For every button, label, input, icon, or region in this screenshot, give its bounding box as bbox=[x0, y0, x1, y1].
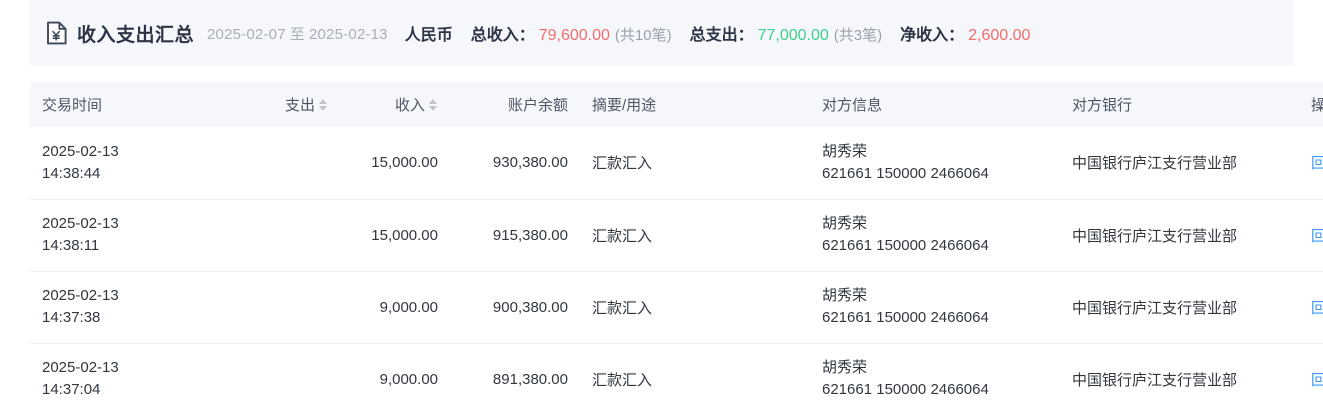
cell-time: 2025-02-13 14:38:11 bbox=[30, 199, 230, 272]
receipt-link[interactable]: 回单 bbox=[1310, 227, 1323, 245]
total-expense-count: (共3笔) bbox=[833, 27, 883, 44]
column-header-party: 对方信息 bbox=[810, 82, 1060, 127]
cell-memo: 汇款汇入 bbox=[580, 343, 810, 414]
cell-expense bbox=[230, 127, 340, 200]
table-row[interactable]: 2025-02-13 14:38:44 15,000.00 930,380.00 汇款汇… bbox=[30, 127, 1323, 200]
transaction-date: 2025-02-13 bbox=[42, 215, 119, 233]
column-header-expense-label: 支出 bbox=[284, 97, 315, 114]
table-row[interactable]: 2025-02-13 14:37:04 9,000.00 891,380.00 汇款汇入… bbox=[30, 343, 1323, 414]
column-header-memo: 摘要/用途 bbox=[580, 82, 810, 127]
cell-balance: 915,380.00 bbox=[450, 199, 580, 272]
total-expense-value: 77,000.00 bbox=[757, 27, 829, 44]
transaction-date: 2025-02-13 bbox=[42, 287, 119, 305]
cell-income: 9,000.00 bbox=[340, 271, 450, 344]
party-name: 胡秀荣 bbox=[822, 359, 868, 377]
sort-arrows-icon[interactable] bbox=[429, 98, 438, 111]
cell-bank: 中国银行庐江支行营业部 bbox=[1060, 127, 1290, 200]
document-yuan-icon bbox=[47, 21, 67, 45]
transaction-date: 2025-02-13 bbox=[42, 143, 119, 160]
net-income-label: 净收入： bbox=[900, 27, 965, 44]
column-header-balance: 账户余额 bbox=[450, 82, 580, 127]
transaction-time: 14:38:11 bbox=[42, 237, 100, 254]
cell-party: 胡秀荣 621661 150000 2466064 bbox=[810, 127, 1060, 200]
total-income-value: 79,600.00 bbox=[538, 27, 610, 44]
cell-bank: 中国银行庐江支行营业部 bbox=[1060, 343, 1290, 414]
party-account: 621661 150000 2466064 bbox=[822, 237, 989, 254]
cell-memo: 汇款汇入 bbox=[580, 271, 810, 344]
cell-balance: 930,380.00 bbox=[450, 127, 580, 200]
receipt-link[interactable]: 回单 bbox=[1310, 155, 1323, 173]
column-header-time: 交易时间 bbox=[30, 82, 230, 127]
total-expense-group: 总支出： 77,000.00 (共3笔) bbox=[690, 21, 883, 45]
cell-ops: 回单 bbox=[1290, 127, 1323, 200]
column-header-income[interactable]: 收入 bbox=[340, 82, 450, 127]
table-row[interactable]: 2025-02-13 14:38:11 15,000.00 915,380.00 汇款汇… bbox=[30, 199, 1323, 272]
column-header-bank-label: 对方银行 bbox=[1072, 97, 1133, 114]
cell-income: 15,000.00 bbox=[340, 127, 450, 200]
cell-time: 2025-02-13 14:37:38 bbox=[30, 271, 230, 344]
table-body: 2025-02-13 14:38:44 15,000.00 930,380.00 汇款汇… bbox=[30, 127, 1323, 414]
cell-party: 胡秀荣 621661 150000 2466064 bbox=[810, 271, 1060, 344]
table-header-row: 交易时间 支出 收入 账 bbox=[30, 82, 1323, 127]
column-header-ops-label: 操作 bbox=[1310, 97, 1323, 114]
party-account: 621661 150000 2466064 bbox=[822, 309, 989, 326]
receipt-link[interactable]: 回单 bbox=[1310, 299, 1323, 317]
cell-party: 胡秀荣 621661 150000 2466064 bbox=[810, 199, 1060, 272]
transaction-date: 2025-02-13 bbox=[42, 359, 119, 377]
cell-balance: 891,380.00 bbox=[450, 343, 580, 414]
cell-party: 胡秀荣 621661 150000 2466064 bbox=[810, 343, 1060, 414]
column-header-ops: 操作 bbox=[1290, 82, 1323, 127]
cell-time: 2025-02-13 14:38:44 bbox=[30, 127, 230, 200]
total-expense-label: 总支出： bbox=[689, 27, 754, 44]
transactions-table-wrapper: 交易时间 支出 收入 账 bbox=[30, 82, 1323, 414]
net-income-value: 2,600.00 bbox=[968, 27, 1031, 44]
date-range-from: 2025-02-07 bbox=[207, 25, 286, 43]
sort-arrows-icon[interactable] bbox=[319, 98, 328, 111]
party-account: 621661 150000 2466064 bbox=[822, 381, 989, 398]
cell-ops: 回单 bbox=[1290, 271, 1323, 344]
cell-bank: 中国银行庐江支行营业部 bbox=[1060, 199, 1290, 272]
cell-time: 2025-02-13 14:37:04 bbox=[30, 343, 230, 414]
column-header-income-label: 收入 bbox=[394, 97, 425, 114]
column-header-bank: 对方银行 bbox=[1060, 82, 1290, 127]
total-income-label: 总收入： bbox=[470, 27, 535, 44]
transaction-time: 14:37:04 bbox=[42, 381, 101, 398]
summary-bar: 收入支出汇总 2025-02-07 至 2025-02-13 人民币 总收入： 79… bbox=[30, 0, 1293, 66]
cell-memo: 汇款汇入 bbox=[580, 199, 810, 272]
transaction-time: 14:38:44 bbox=[42, 164, 101, 182]
column-header-balance-label: 账户余额 bbox=[507, 97, 568, 114]
page-title: 收入支出汇总 bbox=[77, 24, 195, 46]
table-row[interactable]: 2025-02-13 14:37:38 9,000.00 900,380.00 汇款汇入… bbox=[30, 271, 1323, 344]
cell-income: 9,000.00 bbox=[340, 343, 450, 414]
party-name: 胡秀荣 bbox=[822, 287, 868, 305]
column-header-memo-label: 摘要/用途 bbox=[592, 97, 657, 114]
date-range-separator: 至 bbox=[289, 25, 305, 43]
date-range: 2025-02-07 至 2025-02-13 bbox=[207, 23, 388, 44]
column-header-expense[interactable]: 支出 bbox=[230, 82, 340, 127]
cell-ops: 回单 bbox=[1290, 343, 1323, 414]
currency-label: 人民币 bbox=[404, 27, 453, 44]
net-income-group: 净收入： 2,600.00 bbox=[900, 21, 1030, 45]
cell-memo: 汇款汇入 bbox=[580, 127, 810, 200]
receipt-link[interactable]: 回单 bbox=[1310, 371, 1323, 389]
transaction-time: 14:37:38 bbox=[42, 309, 101, 326]
cell-income: 15,000.00 bbox=[340, 199, 450, 272]
date-range-to: 2025-02-13 bbox=[308, 25, 388, 43]
cell-expense bbox=[230, 271, 340, 344]
cell-ops: 回单 bbox=[1290, 199, 1323, 272]
party-account: 621661 150000 2466064 bbox=[822, 164, 989, 182]
cell-expense bbox=[230, 343, 340, 414]
cell-balance: 900,380.00 bbox=[450, 271, 580, 344]
cell-expense bbox=[230, 199, 340, 272]
party-name: 胡秀荣 bbox=[822, 215, 868, 233]
column-header-party-label: 对方信息 bbox=[822, 97, 883, 114]
transactions-table: 交易时间 支出 收入 账 bbox=[30, 82, 1323, 414]
party-name: 胡秀荣 bbox=[822, 143, 868, 160]
total-income-group: 总收入： 79,600.00 (共10笔) bbox=[471, 21, 672, 45]
column-header-time-label: 交易时间 bbox=[42, 97, 103, 114]
total-income-count: (共10笔) bbox=[614, 27, 672, 44]
table-header: 交易时间 支出 收入 账 bbox=[30, 82, 1323, 127]
cell-bank: 中国银行庐江支行营业部 bbox=[1060, 271, 1290, 344]
